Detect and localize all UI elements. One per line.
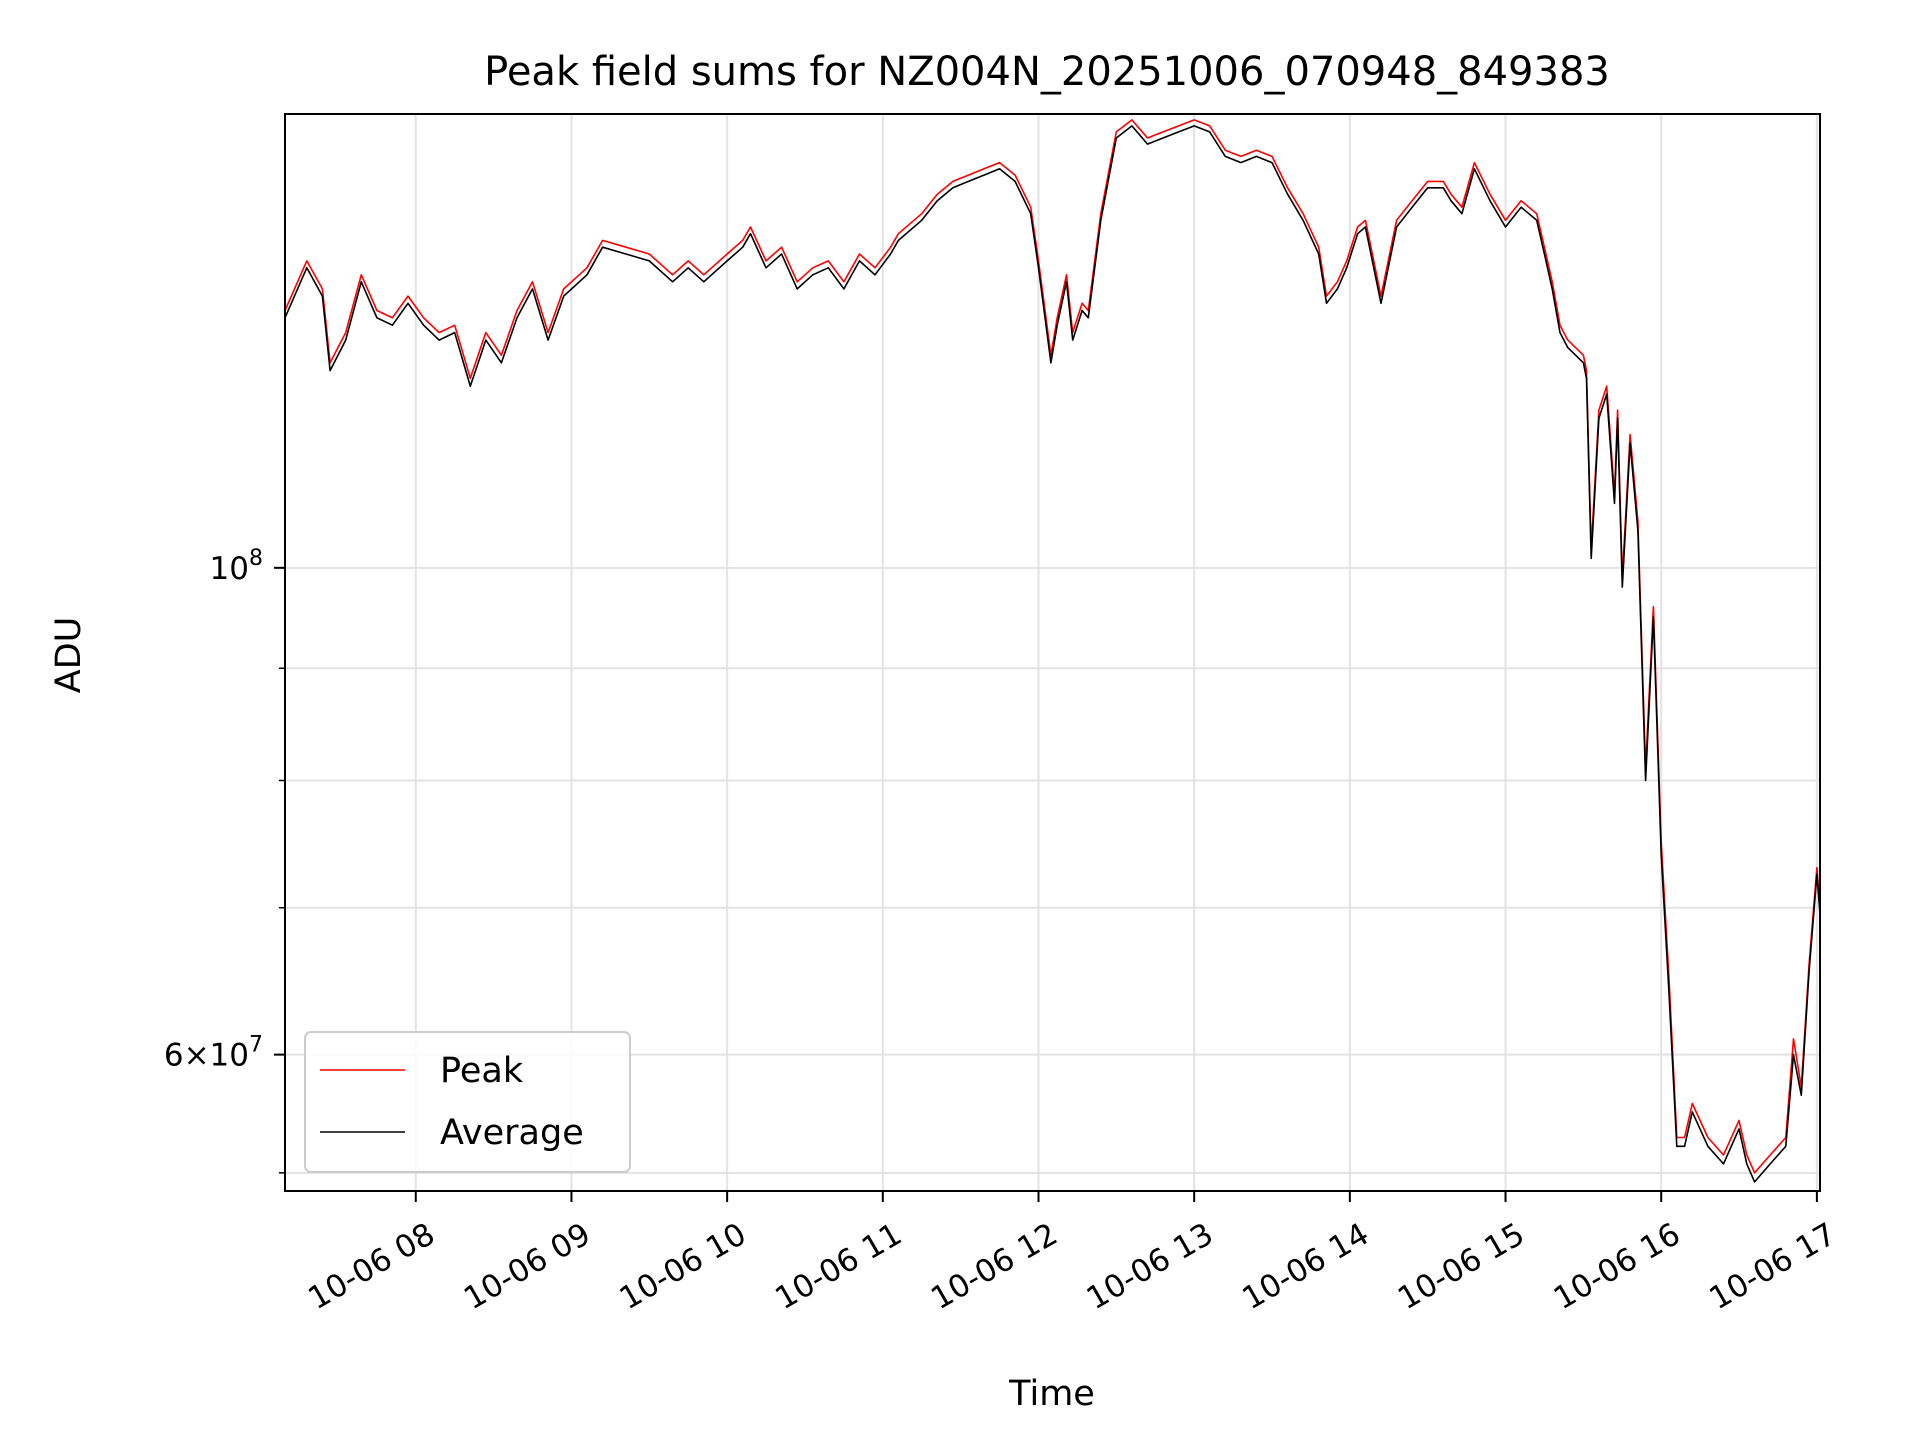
y-tick-base: 10 [210,1038,249,1074]
x-tick-label: 10-06 13 [1081,1216,1220,1317]
x-axis-label: Time [1008,1374,1095,1414]
x-tick-label: 10-06 11 [769,1216,908,1317]
legend-box [304,1031,631,1173]
y-tick-times: × [184,1038,210,1074]
x-tick-label: 10-06 10 [614,1216,753,1317]
y-tick-label: 108 [210,546,263,587]
series-line-peak [284,119,1821,1174]
x-tick-label: 10-06 09 [458,1216,597,1317]
y-tick-base: 10 [210,551,249,587]
legend: Peak Average [304,1031,631,1173]
x-tick-label: 10-06 14 [1236,1216,1375,1317]
y-tick-mantissa: 6 [164,1038,184,1074]
x-tick-label: 10-06 12 [925,1216,1064,1317]
legend-label-average: Average [440,1113,584,1153]
x-axis-ticks: 10-06 08 10-06 09 10-06 10 10-06 11 10-06 12… [302,1191,1842,1317]
legend-label-peak: Peak [440,1051,524,1091]
x-tick-label: 10-06 15 [1392,1216,1531,1317]
x-tick-label: 10-06 08 [302,1216,441,1317]
plot-frame [284,113,1821,1192]
y-tick-label: 6×107 [164,1033,263,1074]
y-tick-exponent: 7 [249,1033,263,1058]
y-tick-exponent: 8 [249,546,263,571]
chart-title: Peak field sums for NZ004N_20251006_0709… [484,49,1610,95]
series-line-average [284,125,1821,1183]
x-tick-label: 10-06 16 [1548,1216,1687,1317]
grid [285,114,1820,1191]
y-axis-label: ADU [49,617,89,694]
series-lines [284,119,1821,1183]
x-tick-label: 10-06 17 [1703,1216,1842,1317]
